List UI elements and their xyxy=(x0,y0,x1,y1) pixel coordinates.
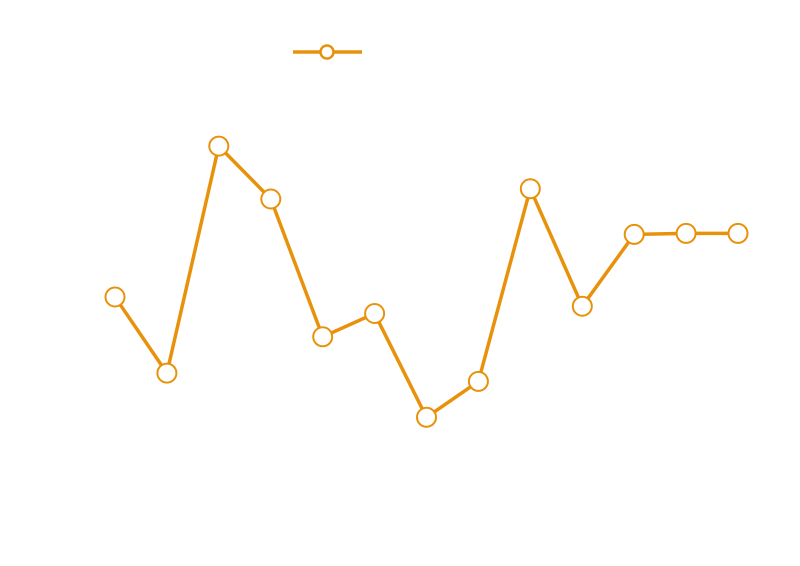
legend xyxy=(293,44,362,60)
data-point xyxy=(571,295,593,317)
data-point xyxy=(519,178,541,200)
data-point xyxy=(467,370,489,392)
series-line xyxy=(113,144,738,420)
data-point xyxy=(364,303,386,324)
legend-marker xyxy=(319,44,335,60)
data-point xyxy=(156,362,178,384)
data-point xyxy=(727,222,749,244)
data-point xyxy=(104,286,126,308)
data-point xyxy=(208,135,230,157)
series-layer xyxy=(104,135,749,428)
data-point xyxy=(312,326,334,348)
data-point xyxy=(675,222,697,244)
data-point xyxy=(416,406,437,428)
data-point xyxy=(260,188,282,210)
data-point xyxy=(623,223,645,245)
